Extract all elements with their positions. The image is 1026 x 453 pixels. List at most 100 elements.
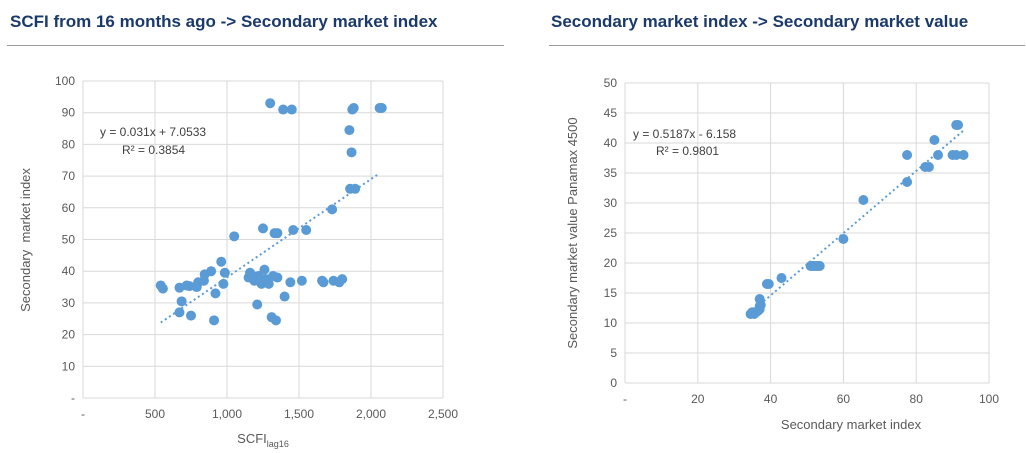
x-axis-label: Secondary market index xyxy=(781,417,922,432)
y-tick-label: 20 xyxy=(604,256,618,270)
y-tick-label: 100 xyxy=(55,74,75,88)
y-tick-label: 45 xyxy=(604,106,618,120)
data-point xyxy=(951,150,962,160)
y-tick-label: 35 xyxy=(604,166,618,180)
data-point xyxy=(814,261,825,271)
data-point xyxy=(776,273,787,283)
y-axis-label: Secondary market index xyxy=(18,168,33,312)
y-tick-label: 80 xyxy=(62,137,76,151)
x-tick-label: 500 xyxy=(145,407,165,421)
y-tick-label: - xyxy=(71,391,75,405)
y-tick-label: 25 xyxy=(604,226,618,240)
y-tick-label: 50 xyxy=(604,76,618,90)
data-point xyxy=(755,300,766,310)
title-divider xyxy=(549,45,1025,46)
y-tick-label: 10 xyxy=(62,359,76,373)
data-point xyxy=(186,310,196,321)
x-tick-label: 1,000 xyxy=(212,407,242,421)
y-tick-label: 30 xyxy=(604,196,618,210)
data-point xyxy=(174,307,185,318)
y-tick-label: 20 xyxy=(62,328,76,342)
x-tick-label: 20 xyxy=(691,392,705,406)
x-tick-label: 80 xyxy=(910,392,924,406)
data-point xyxy=(157,283,168,294)
data-point xyxy=(286,104,297,115)
data-point xyxy=(929,135,940,145)
data-point xyxy=(219,267,230,278)
chart-panel-left: SCFI from 16 months ago -> Secondary mar… xyxy=(7,12,504,449)
data-point xyxy=(327,204,338,215)
data-point xyxy=(933,150,944,160)
data-point xyxy=(272,272,283,283)
y-tick-label: 70 xyxy=(62,169,76,183)
data-point xyxy=(337,274,348,285)
data-point xyxy=(301,224,312,235)
data-point xyxy=(278,104,289,115)
data-point xyxy=(838,234,849,244)
data-point xyxy=(216,256,227,267)
data-point xyxy=(953,120,964,130)
y-tick-label: 30 xyxy=(62,296,76,310)
data-point xyxy=(763,279,774,289)
chart-panel-right: Secondary market index -> Secondary mark… xyxy=(513,0,1026,453)
x-tick-label: 40 xyxy=(764,392,778,406)
data-point xyxy=(346,147,357,158)
x-tick-label: 60 xyxy=(837,392,851,406)
data-point xyxy=(270,315,281,326)
trendline-equation: y = 0.031x + 7.0533 xyxy=(100,125,206,139)
x-tick-label: 2,500 xyxy=(428,407,458,421)
data-point xyxy=(344,125,355,136)
data-point xyxy=(206,266,217,277)
trendline xyxy=(751,129,965,312)
x-axis-label: SCFIlag16 xyxy=(237,431,289,449)
data-point xyxy=(210,288,221,299)
x-axis-label-subscript: lag16 xyxy=(267,439,289,449)
y-tick-label: 40 xyxy=(604,136,618,150)
data-point xyxy=(209,315,220,326)
x-tick-label: 1,500 xyxy=(284,407,314,421)
data-point xyxy=(958,150,969,160)
data-point xyxy=(176,296,187,307)
x-tick-label: 2,000 xyxy=(356,407,386,421)
data-point xyxy=(279,291,290,302)
y-tick-label: 0 xyxy=(610,376,617,390)
r-squared-label: R² = 0.3854 xyxy=(122,143,185,157)
y-tick-label: 60 xyxy=(62,201,76,215)
data-point xyxy=(259,264,270,275)
data-point xyxy=(263,278,274,289)
data-point xyxy=(858,195,869,205)
y-tick-label: 10 xyxy=(604,316,618,330)
data-point xyxy=(288,224,299,235)
data-point xyxy=(252,299,263,310)
data-point xyxy=(348,102,359,113)
x-tick-label: - xyxy=(81,407,85,421)
data-point xyxy=(265,98,276,109)
y-tick-label: 50 xyxy=(62,233,76,247)
data-point xyxy=(229,231,240,242)
x-tick-label: - xyxy=(623,392,627,406)
scatter-chart-value: 0 5 10 15 20 25 30 35 40 45 50 - 20 40 60 80 100 y = 0.51… xyxy=(565,76,999,432)
y-tick-label: 15 xyxy=(604,286,618,300)
y-tick-label: 40 xyxy=(62,264,76,278)
data-point xyxy=(285,277,296,288)
y-tick-label: 5 xyxy=(610,346,617,360)
data-point xyxy=(318,277,329,288)
chart-title: Secondary market index -> Secondary mark… xyxy=(551,12,969,31)
trendline-equation: y = 0.5187x - 6.158 xyxy=(633,127,736,141)
scatter-chart-scfi: - 10 20 30 40 50 60 70 80 90 100 - 500 1,000 1,500 2,00… xyxy=(18,74,458,449)
data-point xyxy=(902,150,913,160)
data-point xyxy=(258,223,268,234)
data-point xyxy=(218,278,229,289)
y-tick-label: 90 xyxy=(62,106,76,120)
data-point xyxy=(272,228,283,239)
chart-title: SCFI from 16 months ago -> Secondary mar… xyxy=(10,12,438,31)
r-squared-label: R² = 0.9801 xyxy=(656,144,719,158)
y-axis-label: Secondary market value Panamax 4500 xyxy=(565,117,580,348)
title-divider xyxy=(7,45,504,46)
data-point xyxy=(923,162,934,172)
data-point xyxy=(376,102,387,113)
data-point xyxy=(350,183,361,194)
trendline xyxy=(160,172,381,324)
data-point xyxy=(296,275,307,286)
data-point xyxy=(902,177,913,187)
